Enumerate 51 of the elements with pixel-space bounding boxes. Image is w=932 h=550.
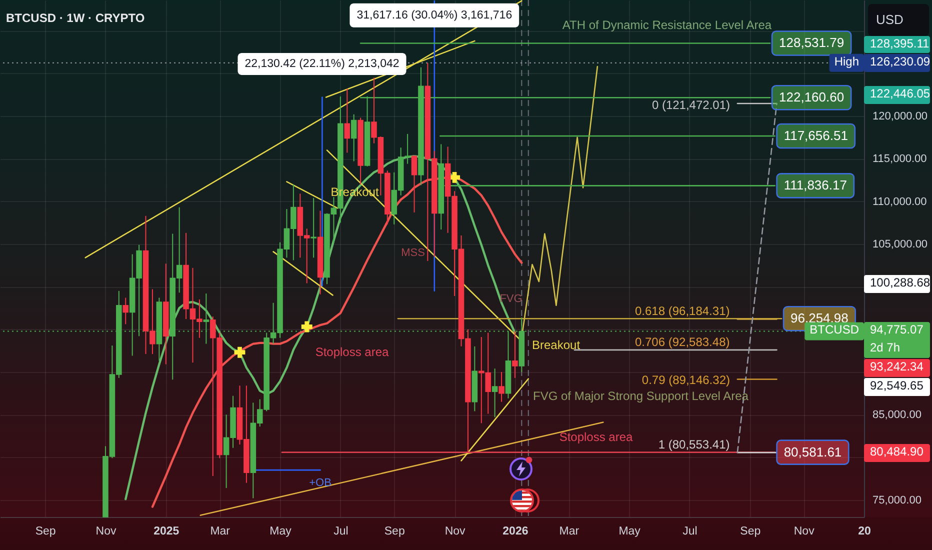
annotation: 0.618 (96,184.31)	[635, 304, 730, 318]
annotation: Stoploss area	[315, 345, 390, 359]
x-tick-label: Sep	[740, 526, 761, 538]
data-label: 111,836.17	[784, 178, 847, 193]
data-label: 80,581.61	[784, 444, 842, 460]
x-tick-label: Nov	[96, 526, 116, 538]
x-tick-label: 2026	[502, 526, 528, 538]
y-tick-label: 75,000.00	[872, 494, 922, 506]
text: 122,446.05	[870, 86, 930, 100]
x-tick-label: May	[618, 526, 641, 538]
annotation: 22,130.42 (22.11%) 2,213,042	[244, 58, 400, 70]
text: 80,484.90	[870, 444, 924, 458]
annotation: +OB	[309, 476, 332, 489]
x-tick-label: Mar	[210, 526, 230, 538]
text: 92,549.65	[870, 378, 924, 392]
annotation: 31,617.16 (30.04%) 3,161,716	[356, 9, 512, 22]
y-tick-label: 110,000.00	[872, 196, 927, 208]
annotation: 0 (121,472.01)	[652, 98, 730, 112]
x-tick-label: 20	[858, 526, 871, 538]
x-tick-label: 2025	[154, 526, 180, 538]
y-tick-label: 120,000.00	[872, 110, 928, 123]
text: 100,288.68	[870, 276, 930, 290]
text: BTCUSD · 1W · CRYPTO	[6, 11, 145, 25]
annotation: ATH of Dynamic Resistance Level Area	[562, 18, 772, 32]
x-tick-label: May	[270, 526, 292, 538]
annotation: MSS	[401, 247, 425, 259]
annotation: Stoploss area	[559, 430, 634, 444]
y-tick-label: 85,000.00	[872, 409, 922, 422]
annotation: Breakout	[532, 338, 581, 352]
text: 94,775.07 2d 7h	[870, 322, 924, 354]
x-tick-label: Jul	[682, 526, 698, 538]
y-axis-title: USD	[876, 12, 904, 27]
data-label: 122,160.60	[779, 90, 844, 105]
x-tick-label: Nov	[794, 526, 815, 538]
y-tick-label: 115,000.00	[872, 153, 927, 166]
text: 128,395.11	[870, 36, 930, 50]
x-tick-label: Sep	[35, 526, 56, 538]
data-label: 117,656.51	[784, 128, 848, 144]
annotation: 0.706 (92,583.48)	[635, 334, 730, 349]
annotation: 1 (80,553.41)	[658, 438, 730, 452]
text: 93,242.34	[870, 360, 924, 374]
annotation: 0.79 (89,146.32)	[642, 373, 730, 387]
x-tick-label: Nov	[444, 526, 466, 538]
x-tick-label: Sep	[384, 526, 405, 538]
annotation: FVG of Major Strong Support Level Area	[533, 389, 749, 403]
data-label: 128,531.79	[779, 35, 844, 50]
annotation: High	[834, 54, 860, 68]
text: 126,230.09	[870, 54, 930, 68]
y-tick-label: 105,000.00	[872, 238, 928, 250]
x-tick-label: Jul	[334, 526, 348, 538]
x-tick-label: Mar	[559, 526, 580, 538]
